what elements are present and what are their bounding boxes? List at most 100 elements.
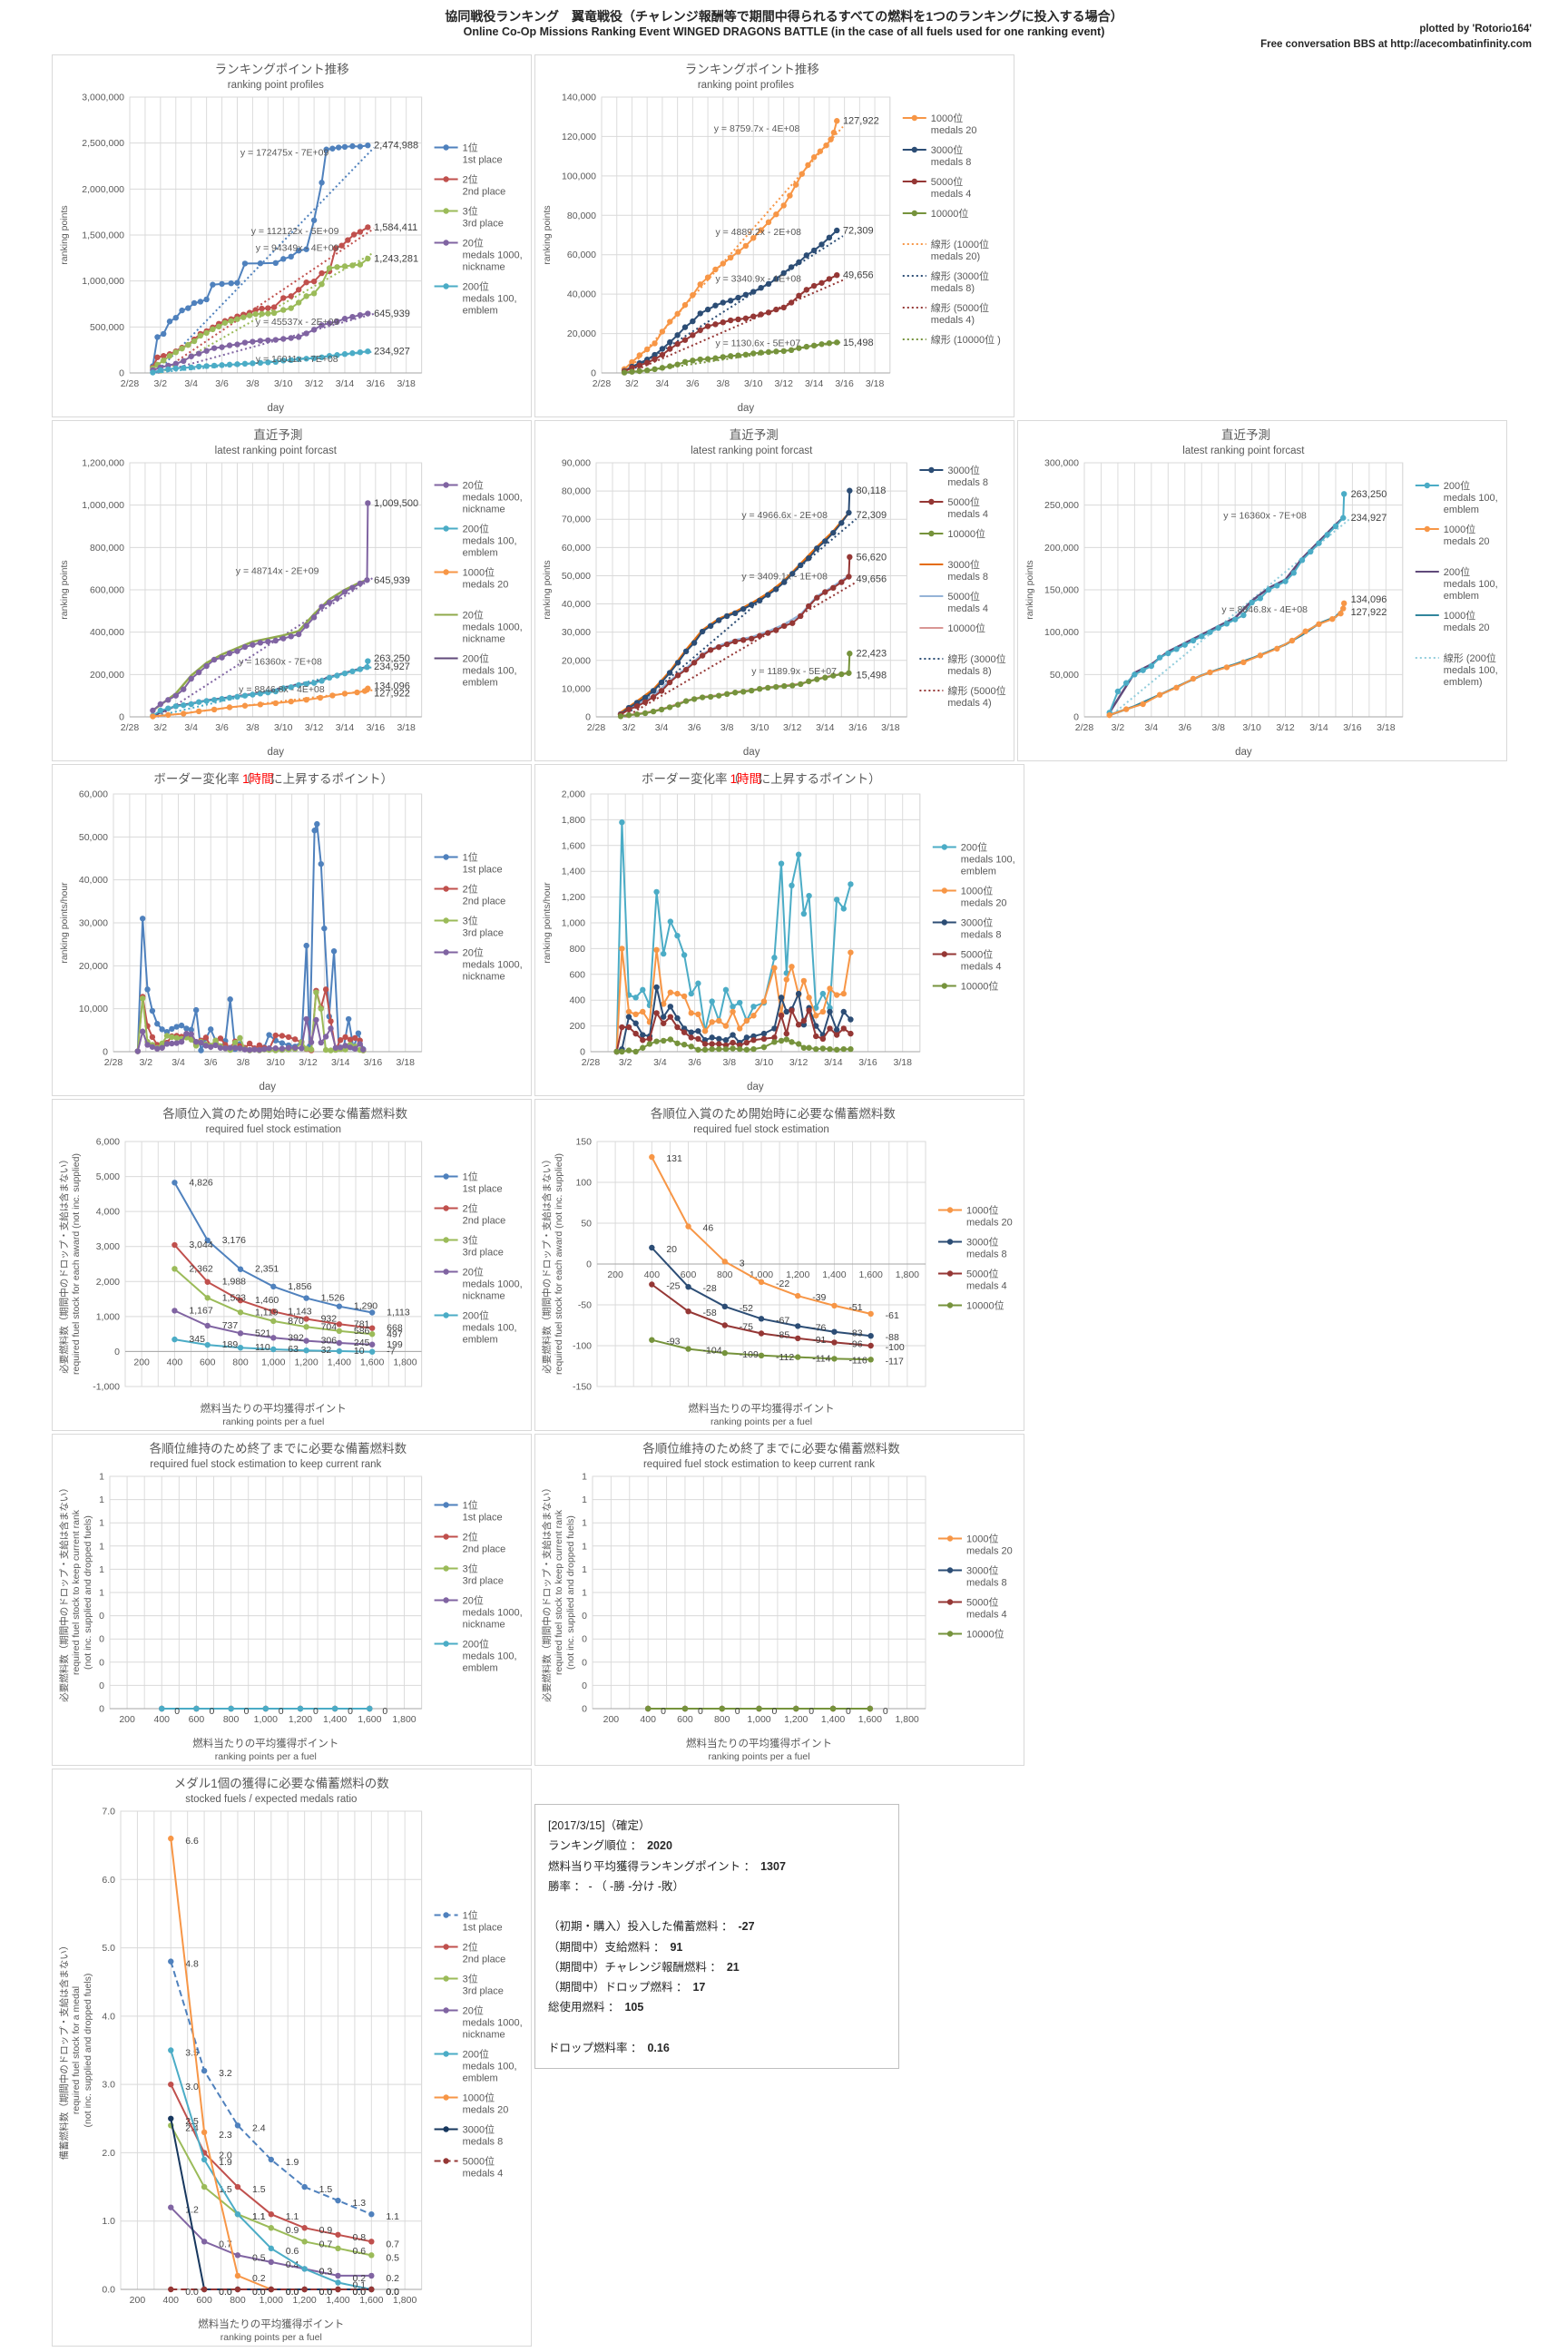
svg-text:直近予測: 直近予測 <box>253 428 302 442</box>
svg-text:0.0: 0.0 <box>386 2287 399 2298</box>
svg-text:3位: 3位 <box>463 915 478 927</box>
svg-text:2,351: 2,351 <box>255 1264 279 1275</box>
svg-text:0.2: 0.2 <box>352 2273 366 2284</box>
svg-text:required fuel stock estimation: required fuel stock estimation to keep c… <box>643 1459 875 1470</box>
svg-text:必要燃料数（期間中のドロップ・支給は含まない）: 必要燃料数（期間中のドロップ・支給は含まない） <box>58 1154 70 1374</box>
svg-text:70,000: 70,000 <box>562 514 591 525</box>
svg-text:134,096: 134,096 <box>1351 594 1387 605</box>
svg-text:4,000: 4,000 <box>96 1207 120 1218</box>
svg-text:medals 4: medals 4 <box>947 509 988 520</box>
svg-text:1: 1 <box>99 1518 104 1529</box>
svg-text:medals 100,: medals 100, <box>1444 665 1498 676</box>
svg-text:3.2: 3.2 <box>219 2068 232 2079</box>
svg-text:1,000: 1,000 <box>254 1714 278 1725</box>
svg-text:0: 0 <box>244 1706 250 1717</box>
svg-text:0: 0 <box>808 1706 814 1717</box>
svg-text:3/8: 3/8 <box>246 722 260 733</box>
svg-text:5000位: 5000位 <box>966 1268 998 1280</box>
svg-text:10000位: 10000位 <box>961 980 999 993</box>
svg-text:3/6: 3/6 <box>215 722 229 733</box>
svg-text:medals 100,: medals 100, <box>463 294 517 305</box>
svg-text:y = 16360x - 7E+08: y = 16360x - 7E+08 <box>239 656 322 667</box>
svg-text:737: 737 <box>222 1320 239 1331</box>
svg-text:required fuel stock estimation: required fuel stock estimation <box>693 1124 829 1135</box>
svg-text:3/2: 3/2 <box>622 722 636 733</box>
svg-text:600: 600 <box>196 2295 212 2306</box>
summary-line-11: ドロップ燃料率 ： 0.16 <box>548 2041 670 2054</box>
svg-text:1,200: 1,200 <box>294 1357 318 1367</box>
svg-text:3000位: 3000位 <box>463 2123 495 2136</box>
svg-text:medals 8: medals 8 <box>931 157 972 168</box>
svg-text:1: 1 <box>582 1494 587 1505</box>
svg-text:medals 1000,: medals 1000, <box>463 493 523 504</box>
svg-text:0: 0 <box>586 1259 592 1270</box>
svg-text:1,800: 1,800 <box>393 1357 416 1367</box>
svg-text:150: 150 <box>575 1137 592 1148</box>
svg-text:1000位: 1000位 <box>463 2092 495 2104</box>
svg-text:medals 1000,: medals 1000, <box>463 960 523 971</box>
svg-text:5000位: 5000位 <box>463 2155 495 2168</box>
svg-text:46: 46 <box>703 1223 714 1234</box>
svg-text:latest ranking point forcast: latest ranking point forcast <box>1182 446 1305 456</box>
svg-text:497: 497 <box>387 1328 403 1339</box>
svg-text:1,000: 1,000 <box>562 918 585 929</box>
svg-text:200位: 200位 <box>463 2048 489 2061</box>
svg-text:medals 1000,: medals 1000, <box>463 1279 523 1290</box>
svg-text:燃料当たりの平均獲得ポイント: 燃料当たりの平均獲得ポイント <box>192 1737 338 1749</box>
svg-text:1: 1 <box>582 1518 587 1529</box>
svg-text:-51: -51 <box>848 1302 862 1313</box>
svg-text:y = 48714x - 2E+09: y = 48714x - 2E+09 <box>236 566 319 577</box>
chart-keep-rank-top: 各順位維持のため終了までに必要な備蓄燃料数 required fuel stock… <box>52 1434 532 1766</box>
svg-text:100,000: 100,000 <box>1044 627 1079 638</box>
svg-text:day: day <box>738 403 755 414</box>
svg-text:600: 600 <box>677 1714 693 1725</box>
svg-text:0: 0 <box>99 1611 104 1622</box>
svg-text:3位: 3位 <box>463 1234 478 1247</box>
svg-text:emblem: emblem <box>961 867 996 877</box>
svg-text:0.7: 0.7 <box>319 2239 333 2249</box>
svg-text:emblem: emblem <box>1444 505 1479 515</box>
svg-text:3/2: 3/2 <box>619 1057 632 1068</box>
chart-border-change-rate-top: ボーダー変化率（ 1時間 に上昇するポイント） 0 10,000 20,000 30,000… <box>52 764 532 1096</box>
svg-text:40,000: 40,000 <box>562 599 591 610</box>
svg-text:0: 0 <box>582 1681 587 1691</box>
chart-latest-forecast-left: 直近予測 latest ranking point forcast 0 200,000… <box>52 420 532 761</box>
svg-text:20,000: 20,000 <box>79 961 108 972</box>
svg-text:0: 0 <box>698 1706 703 1717</box>
svg-text:3/8: 3/8 <box>1211 722 1225 733</box>
svg-text:3/8: 3/8 <box>717 378 730 389</box>
svg-text:1,143: 1,143 <box>288 1306 311 1317</box>
svg-text:ranking points: ranking points <box>542 205 553 264</box>
svg-text:必要燃料数（期間中のドロップ・支給は含まない）: 必要燃料数（期間中のドロップ・支給は含まない） <box>541 1483 553 1702</box>
svg-text:200位: 200位 <box>463 523 489 535</box>
svg-text:3/2: 3/2 <box>625 378 639 389</box>
svg-text:234,927: 234,927 <box>374 347 410 358</box>
svg-text:day: day <box>1235 747 1252 758</box>
svg-text:3/12: 3/12 <box>299 1057 318 1068</box>
svg-text:-25: -25 <box>666 1281 680 1292</box>
svg-text:20,000: 20,000 <box>567 328 596 339</box>
chart-latest-forecast-middle: 直近予測 latest ranking point forcast 0 10,000 2… <box>534 420 1014 761</box>
svg-text:2nd place: 2nd place <box>463 1216 506 1227</box>
svg-text:50,000: 50,000 <box>1050 670 1079 681</box>
svg-text:0.9: 0.9 <box>286 2225 299 2236</box>
svg-text:263,250: 263,250 <box>1351 489 1387 500</box>
svg-text:3/14: 3/14 <box>824 1057 843 1068</box>
svg-text:備蓄燃料数（期間中のドロップ・支給は含まない）: 備蓄燃料数（期間中のドロップ・支給は含まない） <box>58 1941 70 2161</box>
svg-text:medals 4): medals 4) <box>947 698 991 709</box>
svg-text:200位: 200位 <box>1444 565 1470 578</box>
svg-text:2.4: 2.4 <box>252 2122 266 2133</box>
svg-text:medals 20): medals 20) <box>931 251 980 262</box>
svg-text:y = 4889.2x - 2E+08: y = 4889.2x - 2E+08 <box>715 227 801 238</box>
